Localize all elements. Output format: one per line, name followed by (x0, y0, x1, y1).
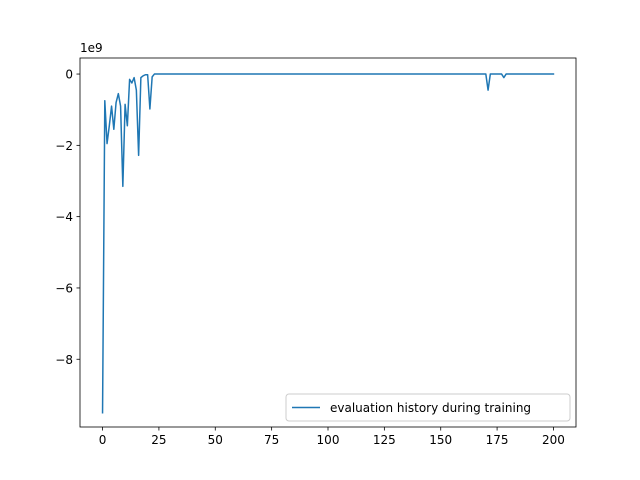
x-tick-label: 125 (373, 433, 396, 447)
x-tick-label: 150 (429, 433, 452, 447)
series-line-0 (101, 73, 555, 414)
x-tick-label: 100 (317, 433, 340, 447)
x-tick-label: 50 (208, 433, 223, 447)
y-tick-label: −8 (55, 353, 73, 367)
x-tick-label: 175 (486, 433, 509, 447)
x-tick-label: 200 (542, 433, 565, 447)
x-axis: 0 25 50 75 100 125 150 175 200 (99, 427, 565, 447)
plot-area (101, 73, 555, 414)
y-tick-label: −6 (55, 281, 73, 295)
y-tick-label: 0 (65, 68, 73, 82)
legend: evaluation history during training (285, 393, 571, 422)
y-axis: 0 −2 −4 −6 −8 (55, 68, 80, 367)
legend-box (285, 393, 571, 422)
x-tick-label: 25 (151, 433, 166, 447)
x-tick-label: 75 (264, 433, 279, 447)
y-offset-label: 1e9 (80, 41, 103, 55)
y-tick-label: −4 (55, 210, 73, 224)
x-tick-label: 0 (99, 433, 107, 447)
legend-label: evaluation history during training (330, 401, 531, 415)
y-tick-label: −2 (55, 139, 73, 153)
